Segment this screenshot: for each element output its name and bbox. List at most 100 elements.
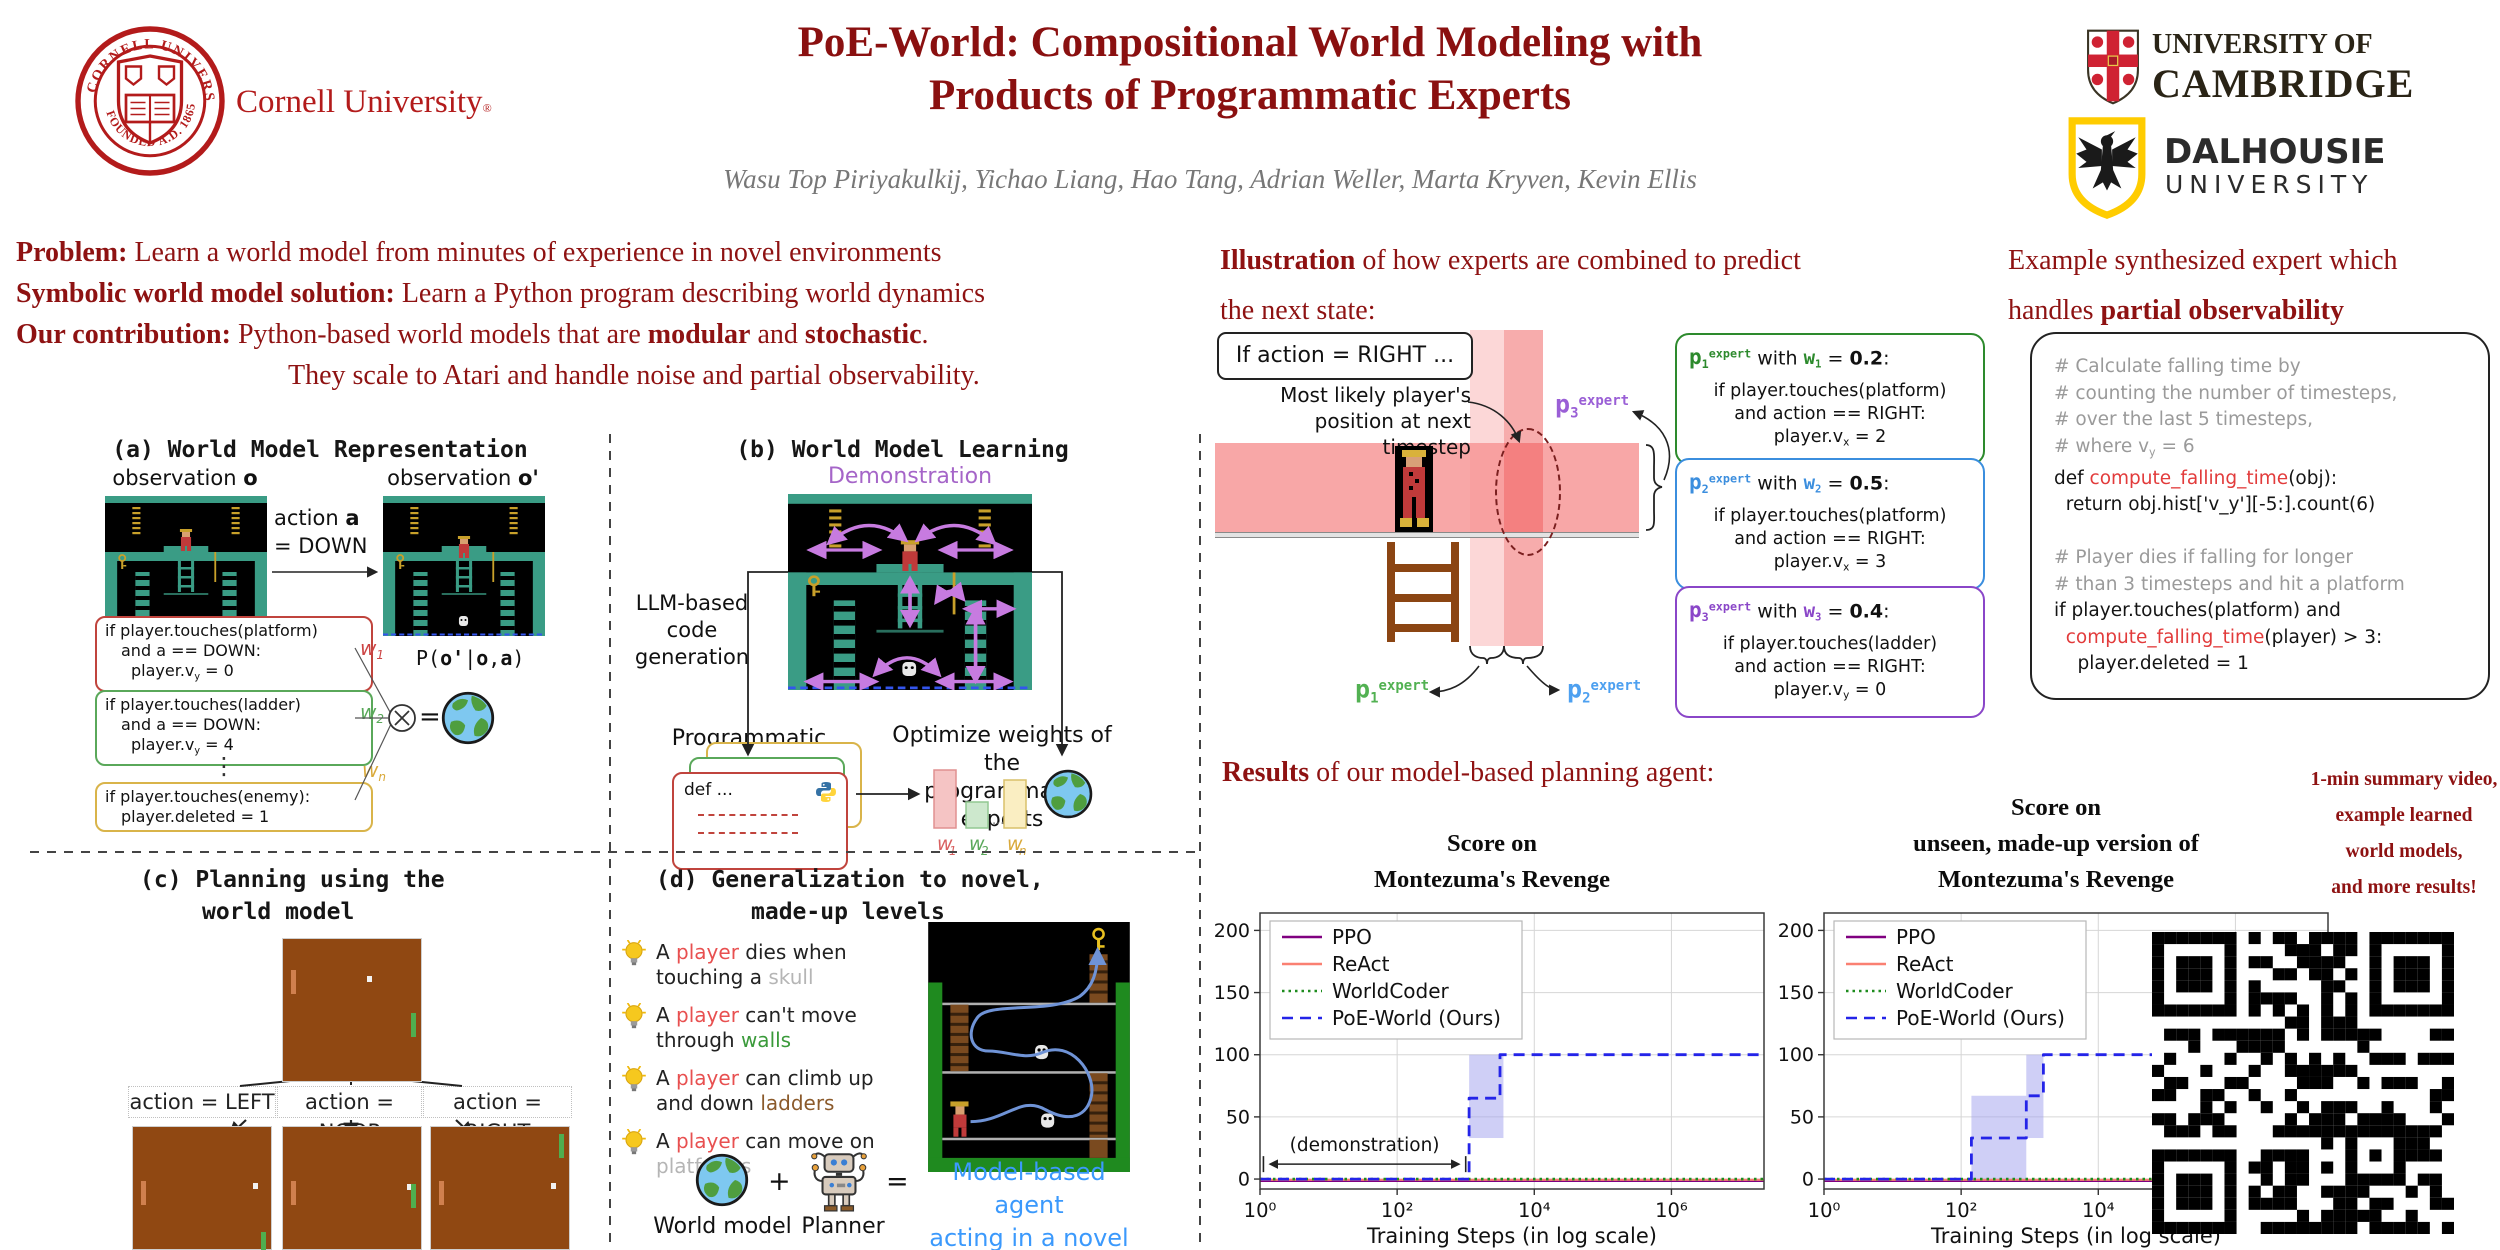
- svg-text:10⁰: 10⁰: [1244, 1199, 1277, 1222]
- code-line: # over the last 5 timesteps,: [2054, 409, 2313, 430]
- code-line: # counting the number of timesteps,: [2054, 382, 2398, 404]
- rule-bullet: A player dies when touching a skull: [622, 940, 922, 990]
- panel-a-action-label-2: = DOWN: [274, 534, 368, 558]
- predicted-position-ellipse: [1495, 428, 1561, 556]
- equals-sign: =: [419, 702, 441, 732]
- promo-line: 1-min summary video,: [2310, 769, 2498, 790]
- svg-text:10⁴: 10⁴: [2082, 1199, 2115, 1222]
- right-paddle: [411, 1184, 417, 1209]
- dalhousie-shield: [2068, 117, 2146, 219]
- svg-text:n: n: [1019, 844, 1027, 858]
- panel-a-title: (a) World Model Representation: [112, 437, 528, 463]
- rule-line: and a == DOWN:: [121, 715, 262, 734]
- rule-line: and a == DOWN:: [121, 641, 262, 660]
- cambridge-shield: [2087, 29, 2139, 105]
- svg-text:...: ...: [992, 813, 1004, 828]
- probability-label: P(o'|o,a): [416, 646, 525, 670]
- rule-line: player.deleted = 1: [121, 807, 270, 826]
- weight-wn-label: wn: [362, 758, 386, 785]
- lightbulb-icon: [622, 1003, 646, 1029]
- illustration-heading: Illustration of how experts are combined…: [1220, 245, 1801, 326]
- svg-text:PoE-World (Ours): PoE-World (Ours): [1332, 1006, 1501, 1030]
- panel-c-title: (c) Planning using the world model: [140, 867, 445, 925]
- chart-title-line: Montezuma's Revenge: [1373, 866, 1611, 893]
- promo-line: example learned: [2335, 805, 2473, 826]
- dalhousie-line2: UNIVERSITY: [2165, 170, 2374, 199]
- panel-a-obs-left-label: observation o: [112, 466, 258, 490]
- title-line-1: PoE-World: Compositional World Modeling …: [797, 19, 1703, 66]
- code-line: # where vy = 6: [2054, 435, 2195, 459]
- chart2-title: Score on unseen, made-up version of Montez…: [1806, 790, 2306, 898]
- demonstration-label: Demonstration: [827, 464, 993, 489]
- authors: Wasu Top Piriyakulkij, Yichao Liang, Hao…: [723, 164, 1697, 194]
- svg-text:ReAct: ReAct: [1332, 952, 1390, 976]
- code-line: if player.touches(platform) and: [2054, 600, 2341, 622]
- cambridge-line1: UNIVERSITY OF: [2152, 29, 2373, 60]
- left-paddle: [291, 1180, 297, 1205]
- earth-world-model-icon: [695, 1153, 749, 1207]
- svg-text:PPO: PPO: [1332, 925, 1372, 949]
- rule-line: if player.touches(enemy):: [105, 787, 311, 806]
- earth-world-model-icon: [441, 691, 495, 745]
- svg-text:50: 50: [1790, 1106, 1814, 1128]
- chart-title-line: Montezuma's Revenge: [1937, 866, 2175, 893]
- illustration-diagram: If action = RIGHT ... Most likely player…: [1215, 330, 2015, 750]
- intro-contribution: Our contribution: Python-based world mod…: [16, 319, 929, 350]
- planner-robot-icon: [811, 1152, 867, 1212]
- cornell-wordmark: Cornell University®: [236, 84, 492, 120]
- lightbulb-icon: [622, 1129, 646, 1155]
- code-line: compute_falling_time(player) > 3:: [2065, 626, 2383, 648]
- panel-b-title: (b) World Model Learning: [736, 437, 1069, 463]
- svg-text:ReAct: ReAct: [1896, 952, 1954, 976]
- vertical-dots: ⋮: [212, 752, 236, 780]
- earth-world-model-icon: [1043, 769, 1093, 819]
- montezuma-next-observation-image: [383, 496, 545, 636]
- svg-text:150: 150: [1778, 982, 1814, 1004]
- svg-text:w: w: [969, 833, 985, 855]
- novel-level-image: [928, 922, 1130, 1172]
- weight-w2-label: w2: [360, 700, 384, 727]
- left-paddle: [439, 1180, 445, 1205]
- planner-label: Planner: [801, 1214, 885, 1239]
- plus-sign: +: [768, 1166, 791, 1197]
- montezuma-observation-image: [105, 496, 267, 636]
- dalhousie-eagle: [2076, 131, 2138, 191]
- svg-text:10⁶: 10⁶: [1655, 1199, 1688, 1222]
- expert-box-p2: p2expert with w2 = 0.5: if player.touche…: [1675, 458, 1985, 590]
- code-line: player.deleted = 1: [2054, 653, 2249, 675]
- intro-contribution-2: They scale to Atari and handle noise and…: [288, 360, 980, 391]
- weight-bars: ... w 1 w 2 w n: [930, 762, 1055, 862]
- expert-code-heading: Example synthesized expert which handles…: [2008, 245, 2398, 326]
- svg-text:PoE-World (Ours): PoE-World (Ours): [1896, 1006, 2065, 1030]
- svg-text:0: 0: [1802, 1169, 1814, 1191]
- player-sprite: [1395, 446, 1433, 532]
- promo-line: and more results!: [2331, 877, 2477, 898]
- svg-text:100: 100: [1214, 1044, 1250, 1066]
- svg-text:Training Steps (in log scale): Training Steps (in log scale): [1366, 1224, 1657, 1248]
- left-paddle: [291, 970, 297, 995]
- intro-problem: Problem: Learn a world model from minute…: [16, 237, 942, 268]
- intro-symbolic: Symbolic world model solution: Learn a P…: [16, 278, 985, 309]
- svg-text:10⁰: 10⁰: [1808, 1199, 1841, 1222]
- promo-line: world models,: [2345, 841, 2463, 862]
- rule-line: if player.touches(ladder): [105, 695, 301, 714]
- rule-bullets: A player dies when touching a skull A pla…: [622, 940, 922, 1192]
- rule-bullet: A player can climb up and down ladders: [622, 1066, 922, 1116]
- lightbulb-icon: [622, 940, 646, 966]
- demonstration-image: [788, 494, 1032, 690]
- ladder-graphic: [1387, 542, 1459, 642]
- svg-text:w: w: [937, 833, 953, 855]
- player-sprite: [950, 1101, 969, 1137]
- code-line: # Calculate falling time by: [2054, 356, 2301, 377]
- rule-bullet: A player can't move through walls: [622, 1003, 922, 1053]
- pong-frame-left: [132, 1126, 272, 1250]
- right-paddle: [261, 1231, 267, 1250]
- svg-text:WorldCoder: WorldCoder: [1896, 979, 2014, 1003]
- svg-text:WorldCoder: WorldCoder: [1332, 979, 1450, 1003]
- ball: [367, 975, 373, 982]
- svg-text:PPO: PPO: [1896, 925, 1936, 949]
- pong-frame-root: [282, 938, 422, 1082]
- action-condition-box: If action = RIGHT ...: [1217, 332, 1473, 380]
